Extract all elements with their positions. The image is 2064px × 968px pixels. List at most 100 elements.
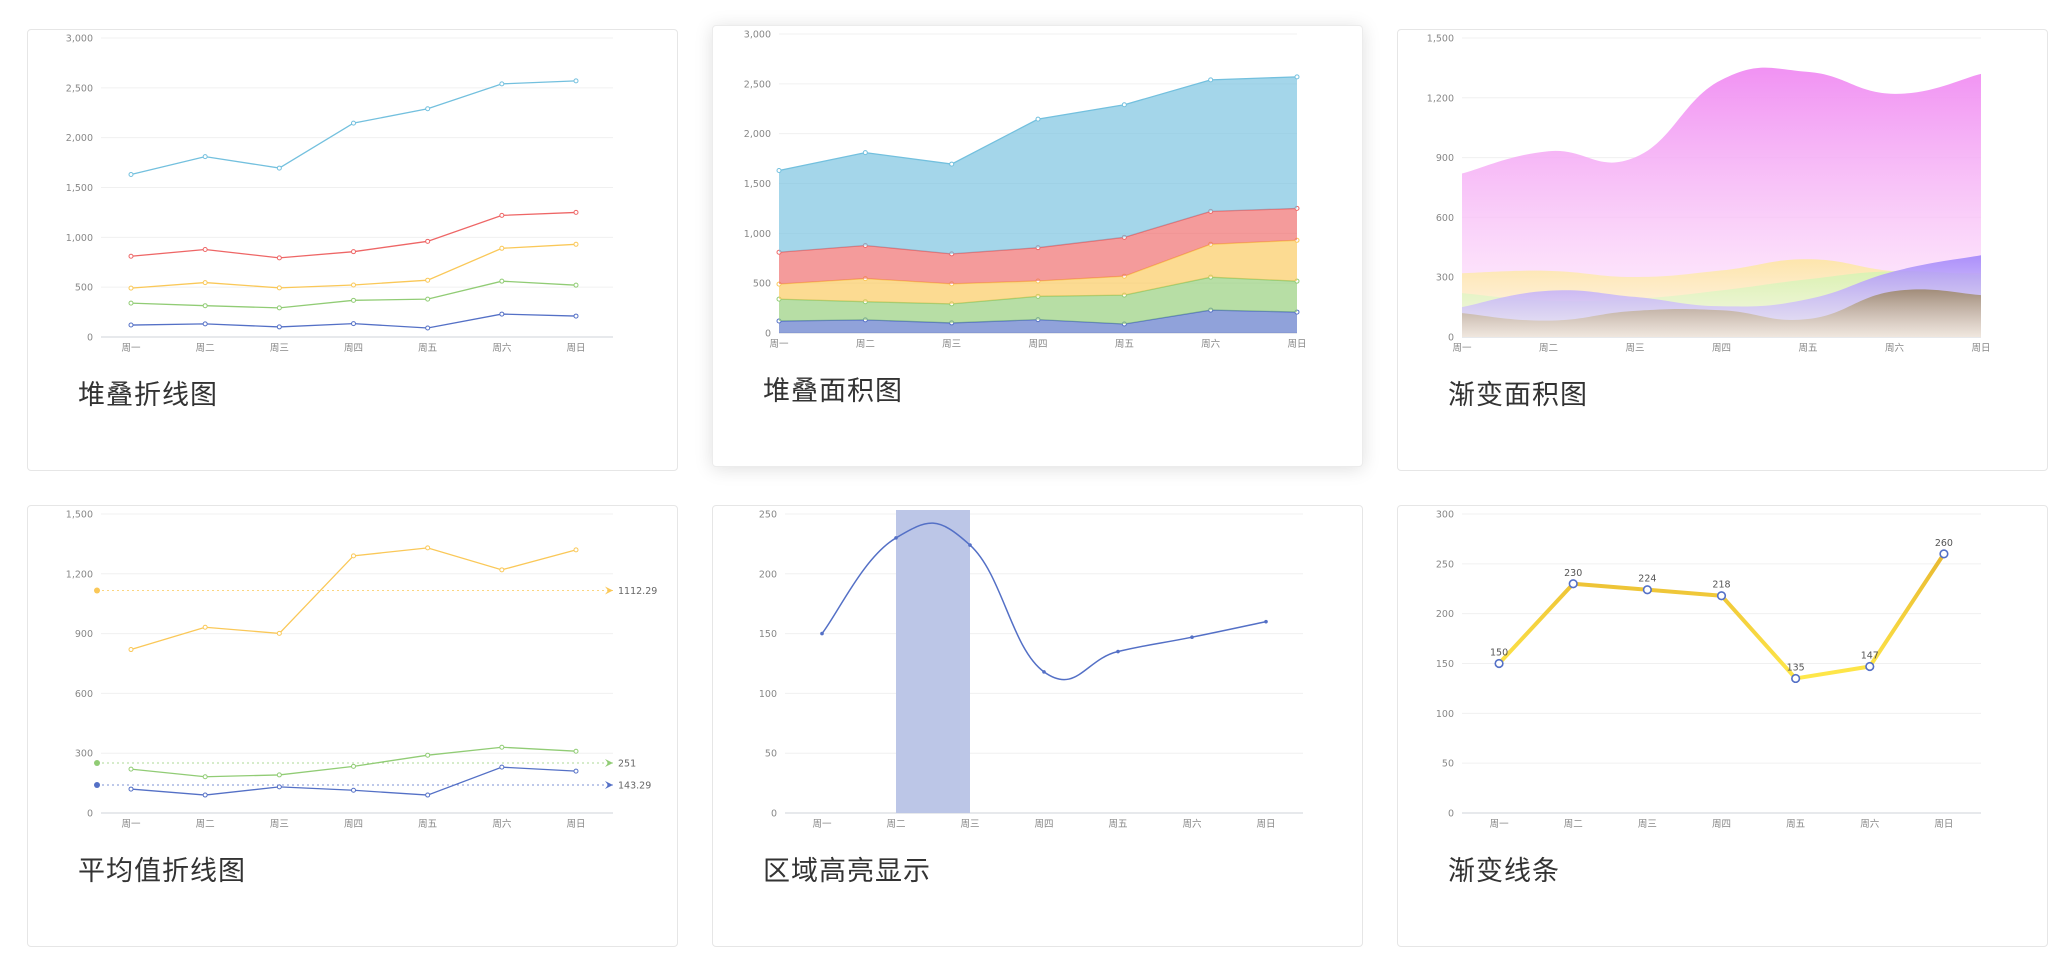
average-arrow: [605, 586, 613, 595]
data-point: [573, 241, 579, 247]
x-tick-label: 周二: [856, 339, 875, 350]
data-point: [351, 120, 356, 126]
y-tick-label: 250: [759, 510, 777, 521]
y-tick-label: 1,200: [1427, 93, 1454, 104]
data-point: [425, 792, 431, 798]
data-point: [425, 296, 431, 302]
area-highlight-chart: 0 50 100 150 200 250 周一 周二 周三 周四 周五 周六 周日: [759, 510, 1303, 830]
data-label: 150: [1490, 648, 1508, 659]
data-point: [202, 624, 208, 630]
x-tick-label: 周六: [1182, 818, 1202, 830]
average-line-card[interactable]: 0 300 600 900 1,200 1,500 周一 周二 周三 周四 周五 周六 周日 143.29…: [27, 505, 678, 947]
data-point: [1264, 619, 1268, 624]
data-point: [202, 280, 208, 286]
data-point: [128, 300, 134, 306]
x-tick-label: 周六: [492, 342, 512, 354]
x-tick-label: 周四: [344, 343, 363, 354]
data-point: [499, 278, 505, 284]
gradient-area-card[interactable]: 0 300 600 900 1,200 1,500 周一 周二 周三 周四 周五 周六 周日 渐变面积图: [1397, 29, 2048, 471]
average-arrow: [605, 780, 613, 789]
x-tick-label: 周三: [270, 343, 289, 354]
data-point: [573, 313, 579, 319]
series-area: [779, 240, 1297, 304]
data-point: [1716, 591, 1727, 601]
chart-title: 渐变线条: [1448, 856, 1560, 887]
stacked-area-chart: 0 500 1,000 1,500 2,000 2,500 3,000 周一 周二 周三 周四 周五 周…: [744, 30, 1307, 351]
y-tick-label: 150: [759, 629, 777, 640]
y-tick-label: 300: [75, 749, 93, 760]
data-point: [351, 763, 356, 769]
y-tick-label: 200: [759, 569, 777, 580]
data-point: [202, 321, 208, 327]
gradient-line-card[interactable]: 0 50 100 150 200 250 300 周一 周二 周三 周四 周五 周六 周日 150 230 22…: [1397, 505, 2048, 947]
average-start-marker: [94, 587, 100, 594]
series-line: [130, 547, 577, 651]
x-tick-label: 周一: [1452, 343, 1472, 354]
x-tick-label: 周四: [1712, 343, 1731, 354]
data-point: [499, 212, 505, 218]
y-tick-label: 50: [1442, 759, 1454, 770]
gradient-line-chart: 0 50 100 150 200 250 300 周一 周二 周三 周四 周五 周六 周日 150 230 22…: [1436, 510, 1981, 830]
y-tick-label: 1,000: [744, 229, 771, 240]
x-tick-label: 周五: [418, 819, 437, 830]
series-area: [779, 277, 1297, 325]
y-tick-label: 100: [1436, 709, 1454, 720]
x-tick-label: 周一: [812, 819, 832, 830]
average-label: 1112.29: [618, 586, 657, 597]
data-point: [1035, 116, 1041, 122]
data-point: [128, 647, 134, 653]
y-tick-label: 600: [75, 689, 93, 700]
axes: 0 50 100 150 200 250 周一 周二 周三 周四 周五 周六 周日: [759, 510, 1303, 830]
data-point: [202, 303, 208, 309]
y-tick-label: 200: [1436, 609, 1454, 620]
data-point: [425, 325, 431, 331]
data-point: [351, 553, 356, 559]
chart-title: 区域高亮显示: [763, 856, 931, 887]
data-label: 230: [1564, 568, 1582, 579]
stacked-line-card[interactable]: 0 500 1,000 1,500 2,000 2,500 3,000 周一 周二 周三 周四 周五 周…: [27, 29, 678, 471]
data-point: [1294, 74, 1300, 80]
data-point: [968, 543, 972, 547]
y-tick-label: 3,000: [66, 34, 93, 45]
y-tick-label: 1,500: [66, 510, 93, 521]
x-tick-label: 周五: [1108, 819, 1127, 830]
data-point: [1116, 649, 1120, 654]
x-tick-label: 周五: [1798, 343, 1817, 354]
y-tick-label: 100: [759, 689, 777, 700]
data-label: 135: [1787, 662, 1805, 673]
chart-title: 渐变面积图: [1448, 380, 1588, 411]
x-tick-label: 周日: [1971, 343, 1990, 354]
x-tick-label: 周六: [1885, 342, 1905, 354]
data-point: [128, 322, 134, 328]
data-point: [499, 311, 505, 317]
data-label: 218: [1712, 580, 1730, 591]
x-tick-label: 周日: [1287, 339, 1306, 350]
stacked-area-card[interactable]: 0 500 1,000 1,500 2,000 2,500 3,000 周一 周二 周三 周四 周五 周…: [712, 25, 1363, 467]
x-tick-label: 周五: [418, 343, 437, 354]
y-tick-label: 900: [1436, 153, 1454, 164]
series-line: [130, 80, 577, 176]
data-point: [128, 285, 134, 291]
average-label: 143.29: [618, 780, 651, 791]
data-point: [499, 567, 505, 573]
x-tick-label: 周三: [942, 339, 961, 350]
data-point: [202, 154, 208, 160]
average-start-marker: [94, 759, 100, 766]
chart-title: 平均值折线图: [78, 856, 246, 887]
x-tick-label: 周二: [196, 343, 215, 354]
y-tick-label: 50: [765, 749, 777, 760]
area-highlight-card[interactable]: 0 50 100 150 200 250 周一 周二 周三 周四 周五 周六 周日 区域高亮显示: [712, 505, 1363, 947]
y-tick-label: 250: [1436, 559, 1454, 570]
data-point: [276, 772, 282, 778]
data-point: [425, 545, 431, 551]
data-point: [276, 784, 282, 790]
data-point: [1939, 549, 1949, 559]
data-point: [1642, 585, 1652, 595]
series-area: [779, 208, 1297, 285]
average-line-chart: 0 300 600 900 1,200 1,500 周一 周二 周三 周四 周五 周六 周日 143.29…: [66, 510, 658, 831]
y-tick-label: 3,000: [744, 30, 771, 41]
x-tick-label: 周三: [1638, 819, 1657, 830]
x-tick-label: 周五: [1115, 339, 1134, 350]
series-area: [779, 76, 1297, 254]
highlight-band: [896, 510, 970, 813]
